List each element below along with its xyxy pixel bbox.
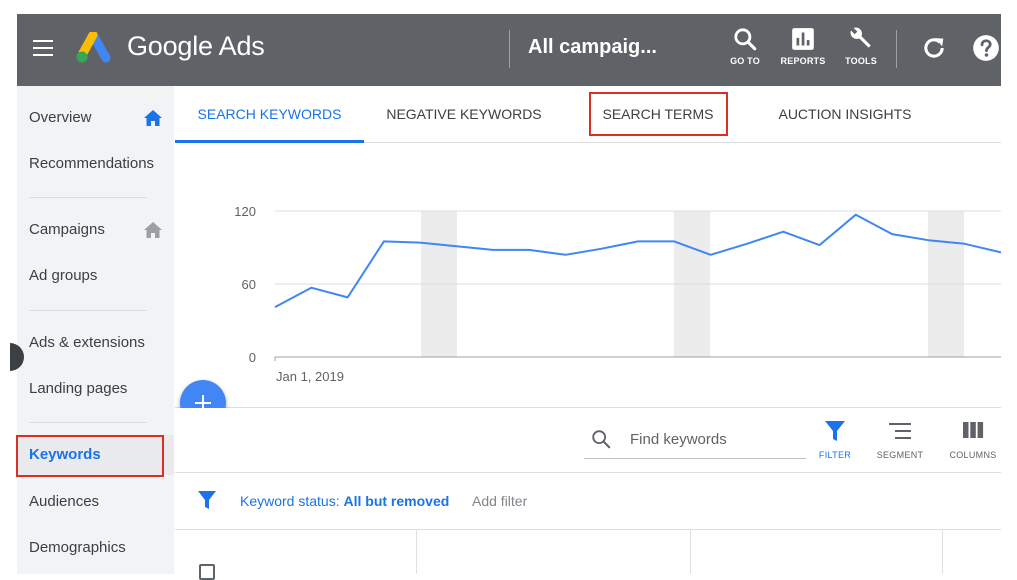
y-tick-label: 0	[249, 350, 256, 365]
columns-button[interactable]: COLUMNS	[943, 420, 1003, 460]
tools-button[interactable]: TOOLS	[833, 26, 889, 66]
columns-icon	[961, 420, 985, 442]
tab-search-terms[interactable]: SEARCH TERMS	[591, 86, 725, 142]
tools-label: TOOLS	[833, 56, 889, 66]
sidebar-item-ads-extensions[interactable]: Ads & extensions	[17, 323, 174, 363]
x-tick-label: Jan 1, 2019	[276, 369, 344, 384]
columns-label: COLUMNS	[943, 450, 1003, 460]
segment-icon	[888, 420, 912, 442]
search-input[interactable]	[628, 430, 802, 449]
line-chart: 120 60 0 Jan 1, 2019	[175, 143, 1001, 407]
column-divider	[942, 530, 943, 574]
sidebar-item-label: Keywords	[29, 446, 101, 463]
tab-negative-keywords[interactable]: NEGATIVE KEYWORDS	[375, 86, 553, 142]
reports-icon	[790, 26, 816, 52]
reports-label: REPORTS	[775, 56, 831, 66]
column-divider	[416, 530, 417, 574]
top-app-bar: Google Ads All campaig... GO TO REPORTS …	[17, 14, 1001, 86]
keyword-status-filter[interactable]: Keyword status: All but removed	[240, 493, 449, 509]
y-tick-label: 60	[242, 277, 256, 292]
sidebar-item-ad-groups[interactable]: Ad groups	[17, 256, 174, 296]
sidebar-item-landing-pages[interactable]: Landing pages	[17, 369, 174, 409]
segment-label: SEGMENT	[870, 450, 930, 460]
status-filter-label: Keyword status:	[240, 493, 340, 509]
tab-search-keywords[interactable]: SEARCH KEYWORDS	[175, 86, 364, 142]
hamburger-menu-icon[interactable]	[33, 40, 53, 56]
sidebar-divider	[29, 422, 147, 423]
select-all-checkbox[interactable]	[199, 564, 215, 580]
google-ads-logo-icon	[75, 32, 111, 64]
divider	[509, 30, 510, 68]
home-icon	[144, 110, 162, 126]
goto-button[interactable]: GO TO	[717, 26, 773, 66]
sidebar-divider	[29, 310, 147, 311]
sidebar-item-label: Campaigns	[29, 221, 105, 238]
sidebar-item-label: Ads & extensions	[29, 334, 145, 351]
sidebar-item-recommendations[interactable]: Recommendations	[17, 144, 174, 184]
tab-auction-insights[interactable]: AUCTION INSIGHTS	[769, 86, 921, 142]
sidebar-item-demographics[interactable]: Demographics	[17, 528, 174, 568]
search-icon	[732, 26, 758, 52]
app-name: Google Ads	[127, 31, 265, 62]
sidebar-item-keywords[interactable]: Keywords	[17, 435, 174, 475]
sidebar-nav: Overview Recommendations Campaigns Ad gr…	[17, 86, 174, 574]
add-filter-link[interactable]: Add filter	[472, 493, 527, 509]
filter-icon	[197, 490, 217, 510]
y-tick-label: 120	[234, 204, 256, 219]
sidebar-divider	[29, 197, 147, 198]
reports-button[interactable]: REPORTS	[775, 26, 831, 66]
sidebar-item-label: Recommendations	[29, 155, 154, 172]
tab-bar: SEARCH KEYWORDS NEGATIVE KEYWORDS SEARCH…	[175, 86, 1001, 143]
sidebar-item-label: Ad groups	[29, 267, 97, 284]
help-icon[interactable]	[972, 34, 1000, 62]
home-icon	[144, 222, 162, 238]
filter-label: FILTER	[805, 450, 865, 460]
sidebar-item-overview[interactable]: Overview	[17, 98, 174, 138]
sidebar-item-audiences[interactable]: Audiences	[17, 482, 174, 522]
keyword-search[interactable]	[584, 424, 806, 459]
sidebar-item-label: Overview	[29, 109, 92, 126]
column-divider	[690, 530, 691, 574]
table-toolbar: FILTER SEGMENT COLUMNS	[175, 408, 1001, 473]
campaign-selector-title[interactable]: All campaig...	[528, 36, 657, 59]
refresh-icon[interactable]	[920, 34, 948, 62]
filter-bar: Keyword status: All but removed Add filt…	[175, 473, 1001, 530]
status-filter-value: All but removed	[344, 493, 450, 509]
keywords-table-header	[175, 530, 1001, 574]
sidebar-item-label: Landing pages	[29, 380, 127, 397]
series-line	[275, 215, 1001, 307]
filter-button[interactable]: FILTER	[805, 420, 865, 460]
sidebar-item-campaigns[interactable]: Campaigns	[17, 210, 174, 250]
segment-button[interactable]: SEGMENT	[870, 420, 930, 460]
performance-chart: 120 60 0 Jan 1, 2019	[175, 143, 1001, 408]
search-icon	[590, 428, 612, 450]
sidebar-item-label: Demographics	[29, 539, 126, 556]
wrench-icon	[848, 26, 874, 52]
filter-icon	[823, 420, 847, 442]
sidebar-item-label: Audiences	[29, 493, 99, 510]
goto-label: GO TO	[717, 56, 773, 66]
divider	[896, 30, 897, 68]
